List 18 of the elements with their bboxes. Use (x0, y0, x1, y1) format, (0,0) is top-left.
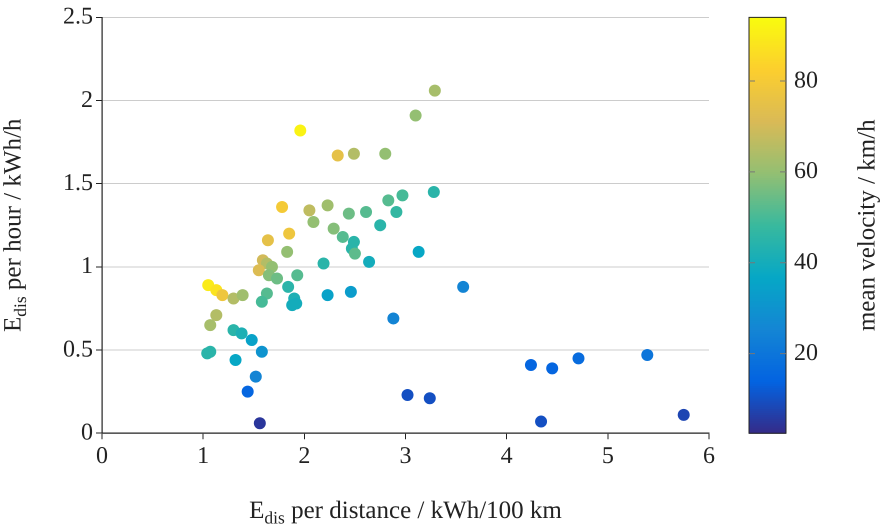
x-tick-label: 4 (500, 442, 513, 469)
y-tick-label: 2 (81, 86, 93, 113)
color-bar-label: 40 (794, 249, 818, 276)
y-tick-label: 0 (81, 419, 93, 446)
x-tick-label: 3 (400, 442, 412, 469)
color-bar-label: 60 (794, 158, 818, 184)
y-tick-label: 1 (81, 253, 93, 280)
color-bar-label: 20 (794, 340, 818, 366)
y-tick-label: 1.5 (63, 170, 93, 196)
color-bar-title: mean velocity / km/h (854, 118, 881, 332)
y-axis-title: Edis per hour / kWh/h (0, 118, 30, 332)
color-bar-label: 80 (794, 67, 818, 94)
x-tick-label: 1 (197, 442, 210, 469)
y-tick-label: 0.5 (63, 336, 93, 362)
y-tick-label: 2.5 (63, 4, 93, 30)
x-tick-label: 2 (298, 442, 310, 469)
x-tick-label: 5 (602, 442, 614, 469)
x-tick-label: 6 (703, 442, 715, 469)
